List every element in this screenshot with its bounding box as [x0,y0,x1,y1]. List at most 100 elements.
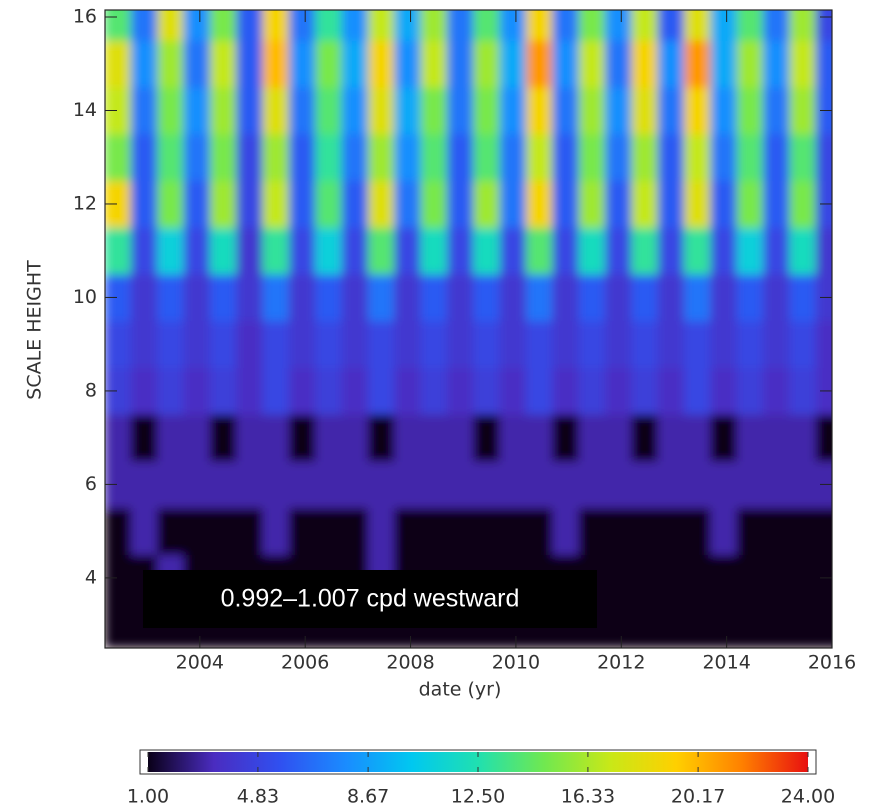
heat-cell [499,133,527,182]
heat-cell [789,413,817,462]
heat-cell [552,273,580,322]
heat-cell [209,10,238,41]
heat-cell [631,554,659,602]
heat-cell [763,600,791,648]
heat-cell [367,320,396,369]
heat-cell [394,413,422,462]
heat-cell [631,367,659,415]
heat-cell [341,460,369,509]
heat-cell [236,86,264,135]
heat-cell [183,226,211,275]
heat-cell [183,180,211,228]
heat-cell [157,10,185,41]
heat-cell [105,226,132,275]
heat-cell [157,273,185,322]
heat-cell [683,507,712,556]
heat-cell [420,39,448,88]
heat-cell [473,367,501,415]
heat-cell [209,133,238,182]
heat-cell [473,320,501,369]
heat-cell [578,39,606,88]
heat-cell [130,320,159,369]
heat-cell [288,180,317,228]
heat-cell [315,180,343,228]
heat-cell [157,413,185,462]
heat-cell [525,320,554,369]
heat-cell [525,39,554,88]
heat-cell [420,86,448,135]
x-tick-label: 2008 [386,652,434,674]
heat-cell [446,10,475,41]
heat-cell [183,460,211,509]
heat-cell [815,226,832,275]
heat-cell [815,10,832,41]
heat-cell [394,320,422,369]
heat-cell [236,320,264,369]
heat-cell [130,180,159,228]
heat-cell [157,320,185,369]
heat-cell [710,133,738,182]
heat-cell [604,273,633,322]
heat-cell [236,226,264,275]
heat-cell [183,320,211,369]
x-tick-label: 2016 [808,652,856,674]
heat-cell [710,460,738,509]
heat-cell [631,86,659,135]
heat-cell [394,133,422,182]
heat-cell [446,180,475,228]
heat-cell [604,507,633,556]
heat-cell [604,133,633,182]
heat-cell [420,133,448,182]
heat-cell [394,507,422,556]
heat-cell [130,86,159,135]
heat-cell [657,320,685,369]
y-tick-label: 4 [85,566,97,588]
annotation: 0.992–1.007 cpd westward [221,585,520,613]
heat-cell [130,367,159,415]
heat-cell [763,86,791,135]
heat-cell [763,180,791,228]
heat-cell [657,86,685,135]
heat-cell [552,180,580,228]
heat-cell [420,10,448,41]
heat-cell [631,226,659,275]
heat-cell [130,507,159,556]
heat-cell [315,367,343,415]
heat-cell [710,507,738,556]
heat-cell [578,10,606,41]
heat-cell [341,413,369,462]
heat-cell [578,86,606,135]
heat-cell [183,413,211,462]
heat-cell [446,226,475,275]
heat-cell [157,39,185,88]
heat-cell [578,320,606,369]
x-tick-label: 2006 [281,652,329,674]
heat-cell [341,39,369,88]
heat-cell [315,86,343,135]
heat-cell [157,86,185,135]
colorbar-tick-label: 20.17 [671,786,725,808]
heat-cell [763,10,791,41]
heat-cell [604,86,633,135]
heat-cell [209,226,238,275]
heat-cell [525,226,554,275]
heat-cell [420,367,448,415]
heat-cell [552,86,580,135]
heat-cell [183,367,211,415]
heat-cell [367,413,396,462]
heat-cell [578,226,606,275]
heat-cell [157,226,185,275]
heat-cell [446,320,475,369]
heat-cell [710,86,738,135]
heat-cell [236,273,264,322]
heat-cell [604,413,633,462]
heat-cell [394,226,422,275]
heat-cell [736,39,765,88]
heat-cell [736,507,765,556]
heat-cell [525,180,554,228]
heat-cell [367,10,396,41]
heat-cell [604,180,633,228]
heat-cell [315,226,343,275]
heat-cell [315,507,343,556]
